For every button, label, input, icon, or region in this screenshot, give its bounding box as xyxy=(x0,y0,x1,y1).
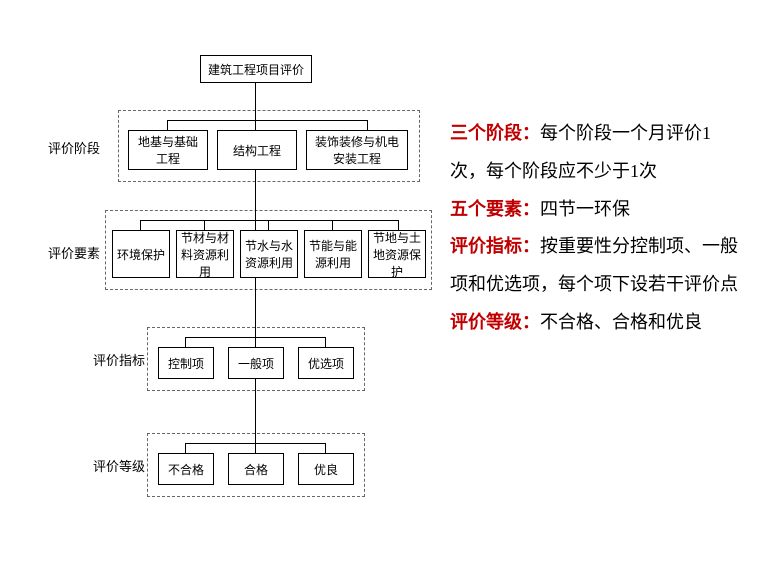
stage-node-2-label: 结构工程 xyxy=(233,142,281,159)
conn-v-stage-2 xyxy=(255,120,256,130)
grd-node-3-label: 优良 xyxy=(314,461,338,478)
text-rest-2: 四节一环保 xyxy=(540,199,630,219)
conn-v-ind-2 xyxy=(255,337,256,347)
conn-v-elem-3 xyxy=(268,220,269,230)
conn-v-ind-1 xyxy=(185,337,186,347)
conn-v-grd-2 xyxy=(255,443,256,453)
elem-node-3: 节水与水 资源利用 xyxy=(240,230,298,278)
elem-node-5: 节地与土 地资源保 护 xyxy=(368,230,426,278)
ind-node-1-label: 控制项 xyxy=(168,355,204,372)
side-text-area: 三个阶段：每个阶段一个月评价1次，每个阶段应不少于1次 五个要素：四节一环保 评… xyxy=(450,115,740,342)
conn-h-elem xyxy=(140,220,398,221)
red-label-2: 五个要素： xyxy=(450,199,540,219)
grd-node-3: 优良 xyxy=(298,453,354,485)
side-text-line-4: 评价等级：不合格、合格和优良 xyxy=(450,304,740,342)
red-label-1: 三个阶段： xyxy=(450,123,540,143)
sidelabel-element: 评价要素 xyxy=(48,243,100,262)
conn-v-elem-1 xyxy=(140,220,141,230)
stage-node-2: 结构工程 xyxy=(217,130,297,170)
side-text-line-3: 评价指标：按重要性分控制项、一般项和优选项，每个项下设若干评价点 xyxy=(450,228,740,304)
grd-node-2-label: 合格 xyxy=(244,461,268,478)
conn-v-ind-3 xyxy=(325,337,326,347)
red-label-4: 评价等级： xyxy=(450,312,540,332)
ind-node-2: 一般项 xyxy=(228,347,284,379)
conn-v-elem-4 xyxy=(332,220,333,230)
grd-node-2: 合格 xyxy=(228,453,284,485)
stage-node-3-label: 装饰装修与机电 安装工程 xyxy=(315,133,399,167)
stage-node-1: 地基与基础 工程 xyxy=(128,130,208,170)
ind-node-3-label: 优选项 xyxy=(308,355,344,372)
conn-v-grd-1 xyxy=(185,443,186,453)
elem-node-4-label: 节能与能 源利用 xyxy=(309,237,357,271)
elem-node-1: 环境保护 xyxy=(112,230,170,278)
elem-node-4: 节能与能 源利用 xyxy=(304,230,362,278)
red-label-3: 评价指标： xyxy=(450,236,540,256)
diagram-area: 建筑工程项目评价 评价阶段 地基与基础 工程 结构工程 装饰装修与机电 安装工程… xyxy=(0,0,440,569)
conn-h-stage xyxy=(167,120,367,121)
elem-node-2: 节材与材 料资源利 用 xyxy=(176,230,234,278)
root-node: 建筑工程项目评价 xyxy=(200,55,312,83)
grd-node-1: 不合格 xyxy=(158,453,214,485)
root-label: 建筑工程项目评价 xyxy=(208,61,304,78)
text-rest-4: 不合格、合格和优良 xyxy=(540,312,702,332)
ind-node-2-label: 一般项 xyxy=(238,355,274,372)
grd-node-1-label: 不合格 xyxy=(168,461,204,478)
conn-g3-g4 xyxy=(255,377,256,452)
sidelabel-stage: 评价阶段 xyxy=(48,138,100,157)
conn-v-grd-3 xyxy=(325,443,326,453)
ind-node-3: 优选项 xyxy=(298,347,354,379)
elem-node-5-label: 节地与土 地资源保 护 xyxy=(373,229,421,280)
ind-node-1: 控制项 xyxy=(158,347,214,379)
sidelabel-indicator: 评价指标 xyxy=(93,350,145,369)
elem-node-3-label: 节水与水 资源利用 xyxy=(245,237,293,271)
elem-node-1-label: 环境保护 xyxy=(117,246,165,263)
stage-node-1-label: 地基与基础 工程 xyxy=(138,133,198,167)
conn-v-stage-1 xyxy=(167,120,168,130)
elem-node-2-label: 节材与材 料资源利 用 xyxy=(181,229,229,280)
side-text-line-1: 三个阶段：每个阶段一个月评价1次，每个阶段应不少于1次 xyxy=(450,115,740,191)
sidelabel-grade: 评价等级 xyxy=(93,456,145,475)
side-text-line-2: 五个要素：四节一环保 xyxy=(450,191,740,229)
conn-v-stage-3 xyxy=(367,120,368,130)
conn-g2-g3 xyxy=(255,276,256,346)
stage-node-3: 装饰装修与机电 安装工程 xyxy=(306,130,408,170)
